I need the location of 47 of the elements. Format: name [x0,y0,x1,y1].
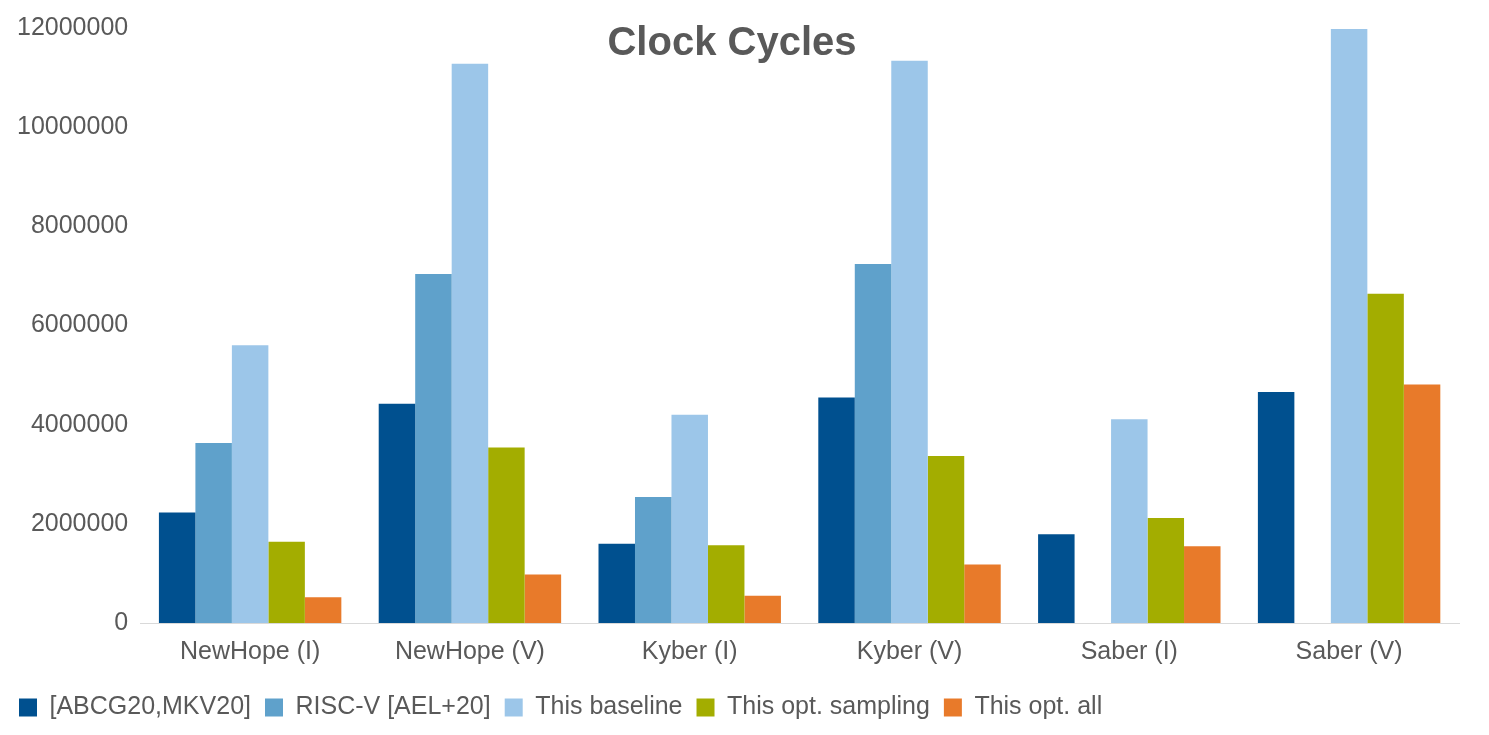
bar [707,545,745,623]
bar [1147,517,1185,623]
bar [304,597,342,623]
bar [231,345,269,623]
bar [451,63,489,623]
bar [1330,28,1368,623]
x-tick-label: Kyber (I) [641,635,738,664]
bar [744,595,781,623]
bar [415,273,452,623]
bar [964,564,1001,623]
bar [1111,419,1148,623]
x-tick-label: NewHope (I) [179,635,321,664]
y-tick-label: 2000000 [30,507,129,536]
chart-title: Clock Cycles [607,19,857,64]
bar [854,264,892,623]
bar [158,512,196,623]
x-tick-label: Saber (I) [1080,635,1178,664]
bar [1403,384,1441,623]
x-tick-label: Saber (V) [1295,635,1403,664]
bar [634,497,672,623]
bar [1184,546,1221,623]
bar [671,414,708,623]
bar [268,541,305,623]
bar [524,574,562,623]
bar [927,455,965,623]
legend-label: This opt. sampling [727,691,930,720]
bar [488,447,525,623]
x-tick-label: NewHope (V) [394,635,545,664]
legend-label: This baseline [535,691,683,720]
bar [598,543,635,623]
x-tick-label: Kyber (V) [856,635,963,664]
y-tick-label: 0 [114,606,129,635]
y-tick-label: 8000000 [30,210,129,239]
bar [891,60,928,623]
bar [1367,293,1404,623]
y-tick-label: 10000000 [17,111,129,140]
bar [818,397,855,623]
bar [195,443,232,623]
y-tick-label: 12000000 [17,11,129,40]
legend-label: This opt. all [974,691,1103,720]
legend-label: RISC-V [AEL+20] [295,691,491,720]
bar [378,403,416,623]
bar [1257,391,1295,623]
y-tick-label: 4000000 [30,408,129,437]
y-tick-label: 6000000 [30,309,129,338]
bar [1038,534,1075,623]
legend-label: [ABCG20,MKV20] [49,691,251,720]
